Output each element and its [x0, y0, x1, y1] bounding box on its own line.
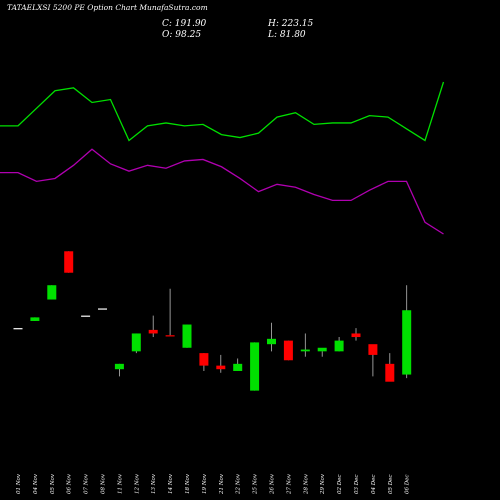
close-readout: C: 191.90	[162, 19, 206, 29]
high-readout: H: 223.15	[268, 19, 313, 29]
candle-body	[13, 328, 23, 330]
candle	[131, 333, 141, 354]
x-tick-label: 04 Nov	[33, 473, 39, 494]
x-tick-label: 08 Nov	[101, 473, 107, 494]
high-label: H:	[268, 19, 279, 29]
candle	[182, 324, 192, 348]
x-tick-label: 11 Nov	[117, 473, 123, 494]
candle	[368, 344, 378, 377]
candle	[283, 340, 293, 361]
candle-body	[300, 349, 310, 352]
candle	[402, 285, 412, 379]
x-tick-label: 03 Dec	[354, 475, 360, 495]
candle-body	[47, 285, 57, 300]
chart-title: TATAELXSI 5200 PE Option Chart MunafaSut…	[7, 3, 208, 12]
x-tick-label: 25 Nov	[253, 473, 259, 495]
candle-body	[81, 315, 91, 317]
candle-body	[233, 363, 243, 371]
x-tick-label: 04 Dec	[371, 475, 377, 495]
candle-body	[114, 363, 124, 370]
candle	[148, 315, 158, 338]
candle-body	[131, 333, 141, 352]
candle-body	[334, 340, 344, 352]
x-tick-label: 26 Nov	[270, 473, 276, 495]
candle-body	[267, 338, 276, 345]
candle-body	[317, 347, 327, 352]
x-tick-label: 05 Dec	[388, 475, 394, 495]
candle	[216, 354, 226, 373]
candle	[98, 308, 107, 310]
close-label: C:	[162, 19, 172, 29]
x-tick-label: 21 Nov	[219, 473, 225, 495]
candle	[81, 315, 91, 317]
candle-body	[351, 333, 361, 338]
candles-group	[13, 251, 412, 391]
candle	[114, 363, 124, 377]
candle	[30, 317, 40, 321]
candle-body	[402, 310, 412, 375]
x-tick-label: 01 Nov	[16, 473, 22, 494]
candle-body	[182, 324, 192, 348]
candle-body	[368, 344, 378, 355]
x-tick-label: 14 Nov	[168, 473, 174, 494]
candle-body	[30, 317, 40, 321]
indicator-lines	[0, 81, 445, 235]
candle	[385, 353, 395, 382]
x-tick-label: 06 Dec	[405, 475, 411, 495]
candle	[351, 328, 361, 341]
low-readout: L: 81.80	[268, 30, 306, 40]
candle-body	[216, 365, 226, 370]
open-value: 98.25	[175, 30, 202, 40]
candle	[233, 358, 243, 371]
candle-body	[385, 363, 395, 382]
x-tick-label: 13 Nov	[151, 473, 157, 494]
x-tick-label: 02 Dec	[337, 475, 343, 495]
x-axis-labels: 01 Nov 04 Nov 05 Nov 06 Nov 07 Nov 08 Nov 11 N…	[16, 473, 411, 495]
candle-body	[148, 329, 158, 334]
close-value: 191.90	[174, 19, 207, 29]
series-line-green	[0, 81, 445, 142]
candle	[64, 251, 74, 273]
x-tick-label: 05 Nov	[50, 473, 56, 494]
candle-body	[165, 335, 175, 337]
candle	[334, 337, 344, 352]
x-tick-label: 22 Nov	[236, 473, 242, 495]
x-tick-label: 06 Nov	[67, 473, 73, 494]
candle-body	[283, 340, 293, 361]
candle	[300, 333, 310, 357]
x-tick-label: 18 Nov	[185, 473, 191, 494]
candle-body	[199, 353, 209, 366]
candle	[13, 328, 23, 330]
x-tick-label: 29 Nov	[320, 473, 326, 495]
candle	[267, 322, 276, 352]
candle	[47, 285, 57, 300]
open-readout: O: 98.25	[162, 30, 201, 40]
candle-body	[98, 308, 107, 310]
x-tick-label: 12 Nov	[134, 473, 140, 494]
candle	[165, 288, 175, 337]
candle	[250, 342, 260, 391]
series-line-purple	[0, 148, 444, 235]
low-value: 81.80	[279, 30, 306, 40]
candle	[199, 353, 209, 371]
x-tick-label: 27 Nov	[286, 473, 292, 495]
x-tick-label: 19 Nov	[202, 473, 208, 494]
high-value: 223.15	[281, 19, 314, 29]
candle-body	[64, 251, 74, 273]
candle-body	[250, 342, 260, 391]
open-label: O:	[162, 30, 173, 40]
x-tick-label: 07 Nov	[84, 473, 90, 494]
x-tick-label: 28 Nov	[303, 473, 309, 495]
low-label: L:	[268, 30, 278, 40]
candle	[317, 347, 327, 357]
